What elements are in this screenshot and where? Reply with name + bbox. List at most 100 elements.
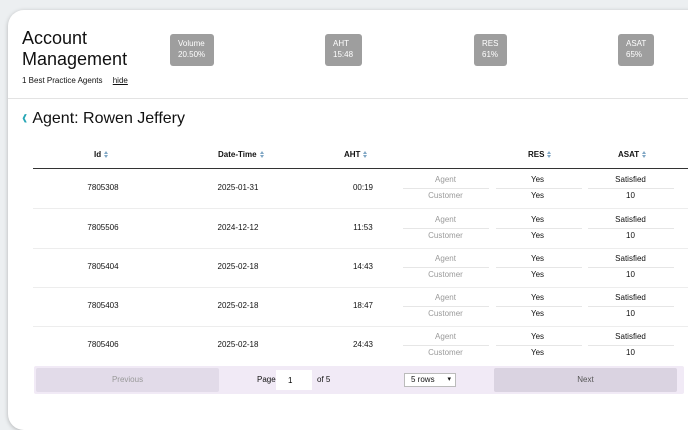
column-header-asat[interactable]: ASAT [618, 150, 648, 159]
column-header-datetime[interactable]: Date-Time [218, 150, 266, 159]
res-customer: Yes [530, 348, 545, 357]
asat-agent: Satisfied [615, 175, 646, 184]
kpi-volume[interactable]: Volume 20.50% [170, 34, 214, 66]
subrow-divider [496, 306, 582, 307]
cell-aht: 18:47 [352, 301, 374, 310]
page-number-input[interactable] [276, 370, 312, 390]
asat-agent: Satisfied [615, 254, 646, 263]
subrow-divider [496, 267, 582, 268]
cell-id: 7805406 [87, 340, 119, 349]
subrow-divider [588, 228, 674, 229]
kpi-aht-label: AHT [333, 39, 349, 48]
res-agent: Yes [530, 293, 545, 302]
asat-customer: 10 [626, 231, 635, 240]
res-customer: Yes [530, 191, 545, 200]
asat-customer: 10 [626, 309, 635, 318]
agent-label: Agent [435, 332, 456, 341]
agent-title: Agent: Rowen Jeffery [32, 110, 186, 127]
column-header-res[interactable]: RES [528, 150, 553, 159]
column-header-id[interactable]: Id [94, 150, 110, 159]
customer-label: Customer [428, 348, 463, 357]
subrow-divider [403, 188, 489, 189]
agent-label: Agent [435, 175, 456, 184]
header-divider [33, 168, 688, 169]
agent-heading: ‹ Agent: Rowen Jeffery [22, 107, 186, 130]
cell-aht: 24:43 [352, 340, 374, 349]
res-customer: Yes [530, 309, 545, 318]
subrow-divider [403, 267, 489, 268]
subrow-divider [496, 188, 582, 189]
agent-label: Agent [435, 293, 456, 302]
cell-datetime: 2024-12-12 [217, 223, 259, 232]
column-header-aht[interactable]: AHT [344, 150, 369, 159]
asat-customer: 10 [626, 270, 635, 279]
kpi-volume-value: 20.50% [178, 50, 206, 59]
asat-customer: 10 [626, 348, 635, 357]
kpi-res-label: RES [482, 39, 499, 48]
table-row[interactable]: 7805506 2024-12-12 11:53 Agent Customer … [33, 209, 688, 249]
res-customer: Yes [530, 231, 545, 240]
column-header-aht-label: AHT [344, 150, 361, 159]
customer-label: Customer [428, 191, 463, 200]
best-practice-count: 1 Best Practice Agents [22, 76, 103, 85]
kpi-aht-value: 15:48 [333, 50, 354, 59]
cell-datetime: 2025-01-31 [217, 183, 259, 192]
customer-label: Customer [428, 309, 463, 318]
subrow-divider [588, 345, 674, 346]
rows-per-page-select[interactable]: 5 rows ▾ [404, 373, 456, 387]
kpi-volume-label: Volume [178, 39, 205, 48]
kpi-res-value: 61% [482, 50, 499, 59]
page-title: Account Management [22, 28, 128, 69]
subrow-divider [403, 345, 489, 346]
subrow-divider [588, 267, 674, 268]
cell-aht: 14:43 [352, 262, 374, 271]
next-button[interactable]: Next [494, 368, 677, 392]
subrow-divider [588, 188, 674, 189]
cell-id: 7805403 [87, 301, 119, 310]
kpi-asat-label: ASAT [626, 39, 647, 48]
pagination-bar: Previous Page of 5 5 rows ▾ Next [34, 366, 684, 394]
kpi-asat-value: 65% [626, 50, 643, 59]
subrow-divider [496, 345, 582, 346]
asat-customer: 10 [626, 191, 635, 200]
kpi-res[interactable]: RES 61% [474, 34, 507, 66]
subrow-divider [403, 306, 489, 307]
cell-aht: 00:19 [352, 183, 374, 192]
cell-id: 7805404 [87, 262, 119, 271]
res-agent: Yes [530, 254, 545, 263]
column-header-res-label: RES [528, 150, 545, 159]
agent-label: Agent [435, 215, 456, 224]
cell-id: 7805308 [87, 183, 119, 192]
column-header-asat-label: ASAT [618, 150, 640, 159]
customer-label: Customer [428, 231, 463, 240]
chevron-left-icon[interactable]: ‹ [22, 107, 28, 130]
cell-datetime: 2025-02-18 [217, 340, 259, 349]
cell-id: 7805506 [87, 223, 119, 232]
table-row[interactable]: 7805406 2025-02-18 24:43 Agent Customer … [33, 326, 688, 365]
sort-icon [363, 151, 369, 158]
kpi-aht[interactable]: AHT 15:48 [325, 34, 362, 66]
subrow-divider [496, 228, 582, 229]
cell-aht: 11:53 [353, 223, 373, 232]
res-agent: Yes [530, 215, 545, 224]
table-row[interactable]: 7805404 2025-02-18 14:43 Agent Customer … [33, 248, 688, 288]
sort-icon [642, 151, 648, 158]
table-row[interactable]: 7805308 2025-01-31 00:19 Agent Customer … [33, 169, 688, 209]
asat-agent: Satisfied [615, 215, 646, 224]
kpi-asat[interactable]: ASAT 65% [618, 34, 654, 66]
account-card: Account Management 1 Best Practice Agent… [8, 10, 688, 430]
rows-per-page-value: 5 rows [411, 375, 435, 384]
kpi-header: Account Management 1 Best Practice Agent… [8, 10, 688, 99]
hide-link[interactable]: hide [112, 76, 128, 85]
subrow-divider [403, 228, 489, 229]
sort-icon [104, 151, 110, 158]
chevron-down-icon: ▾ [447, 376, 451, 383]
previous-button[interactable]: Previous [36, 368, 219, 392]
best-practice-subtitle: 1 Best Practice Agents hide [22, 76, 128, 85]
table-row[interactable]: 7805403 2025-02-18 18:47 Agent Customer … [33, 287, 688, 327]
subrow-divider [588, 306, 674, 307]
customer-label: Customer [428, 270, 463, 279]
column-header-datetime-label: Date-Time [218, 150, 257, 159]
res-customer: Yes [530, 270, 545, 279]
cell-datetime: 2025-02-18 [217, 301, 259, 310]
